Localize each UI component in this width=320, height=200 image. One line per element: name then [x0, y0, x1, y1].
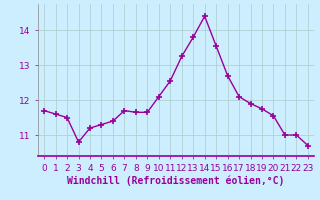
X-axis label: Windchill (Refroidissement éolien,°C): Windchill (Refroidissement éolien,°C) — [67, 175, 285, 186]
